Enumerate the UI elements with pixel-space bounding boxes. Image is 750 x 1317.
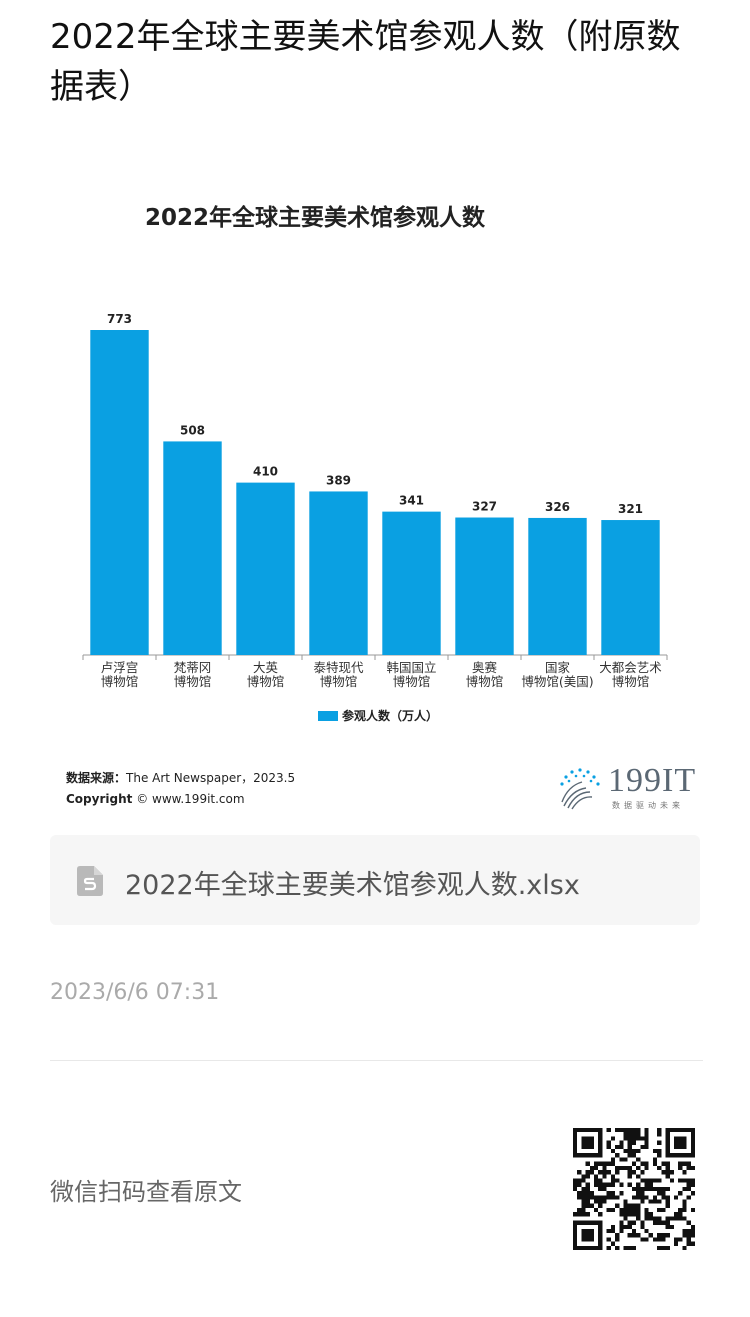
source-label: 数据来源： [66,771,127,785]
x-tick-label: 奥赛 [472,660,498,675]
x-tick-label: 卢浮宫 [101,660,139,675]
scan-prompt: 微信扫码查看原文 [50,1178,242,1206]
data-label: 389 [326,473,351,487]
data-label: 327 [472,500,497,514]
brand-slogan: 数据驱动未来 [612,801,684,810]
bar [528,517,587,655]
bar [163,441,222,655]
x-tick-label: 博物馆 [320,674,358,689]
x-tick-label: 博物馆 [612,674,650,689]
x-tick-label: 博物馆 [247,674,285,689]
bar [309,491,368,655]
qr-code-icon[interactable] [573,1128,695,1250]
data-label: 410 [253,465,278,479]
bar [455,517,514,655]
x-tick-label: 博物馆(美国) [521,674,593,689]
data-label: 508 [180,423,205,437]
chart-title: 2022年全球主要美术馆参观人数 [144,205,485,231]
legend-swatch [318,710,338,721]
x-tick-label: 大都会艺术 [599,660,662,675]
divider [50,1060,703,1061]
data-label: 326 [545,500,570,514]
x-tick-label: 泰特现代 [313,660,364,675]
data-label: 341 [399,494,424,508]
copyright-text: © www.199it.com [136,792,245,806]
source-text: The Art Newspaper，2023.5 [126,771,296,785]
page-title: 2022年全球主要美术馆参观人数（附原数据表） [50,17,681,107]
chart-legend: 参观人数（万人） [318,707,438,724]
bar [601,520,660,655]
x-tick-label: 博物馆 [393,674,431,689]
x-tick-label: 国家 [545,660,571,675]
x-tick-label: 梵蒂冈 [174,660,212,675]
bar [90,330,149,655]
x-tick-label: 博物馆 [101,674,139,689]
copyright-label: Copyright [66,792,133,806]
data-label: 773 [107,312,132,326]
bar [236,482,295,655]
source-note: 数据来源：The Art Newspaper，2023.5 Copyright … [66,768,295,810]
spreadsheet-file-icon [77,866,103,896]
legend-label: 参观人数（万人） [342,709,439,723]
publish-timestamp: 2023/6/6 07:31 [50,980,220,1005]
dandelion-logo-icon [560,768,600,810]
brand-logo: 199IT 数据驱动未来 [558,762,698,812]
bar-chart: 773卢浮宫博物馆508梵蒂冈博物馆410大英博物馆389泰特现代博物馆341韩… [82,312,668,689]
data-label: 321 [618,502,643,516]
x-tick-label: 博物馆 [174,674,212,689]
attachment-card[interactable]: 2022年全球主要美术馆参观人数.xlsx [50,835,700,925]
x-tick-label: 博物馆 [466,674,504,689]
x-tick-label: 大英 [253,660,279,675]
x-tick-label: 韩国国立 [386,660,436,675]
attachment-filename[interactable]: 2022年全球主要美术馆参观人数.xlsx [125,870,580,901]
bar [382,511,441,655]
brand-name: 199IT [608,762,697,799]
